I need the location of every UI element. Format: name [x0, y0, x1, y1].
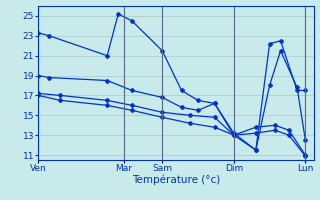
X-axis label: Température (°c): Température (°c) — [132, 175, 220, 185]
